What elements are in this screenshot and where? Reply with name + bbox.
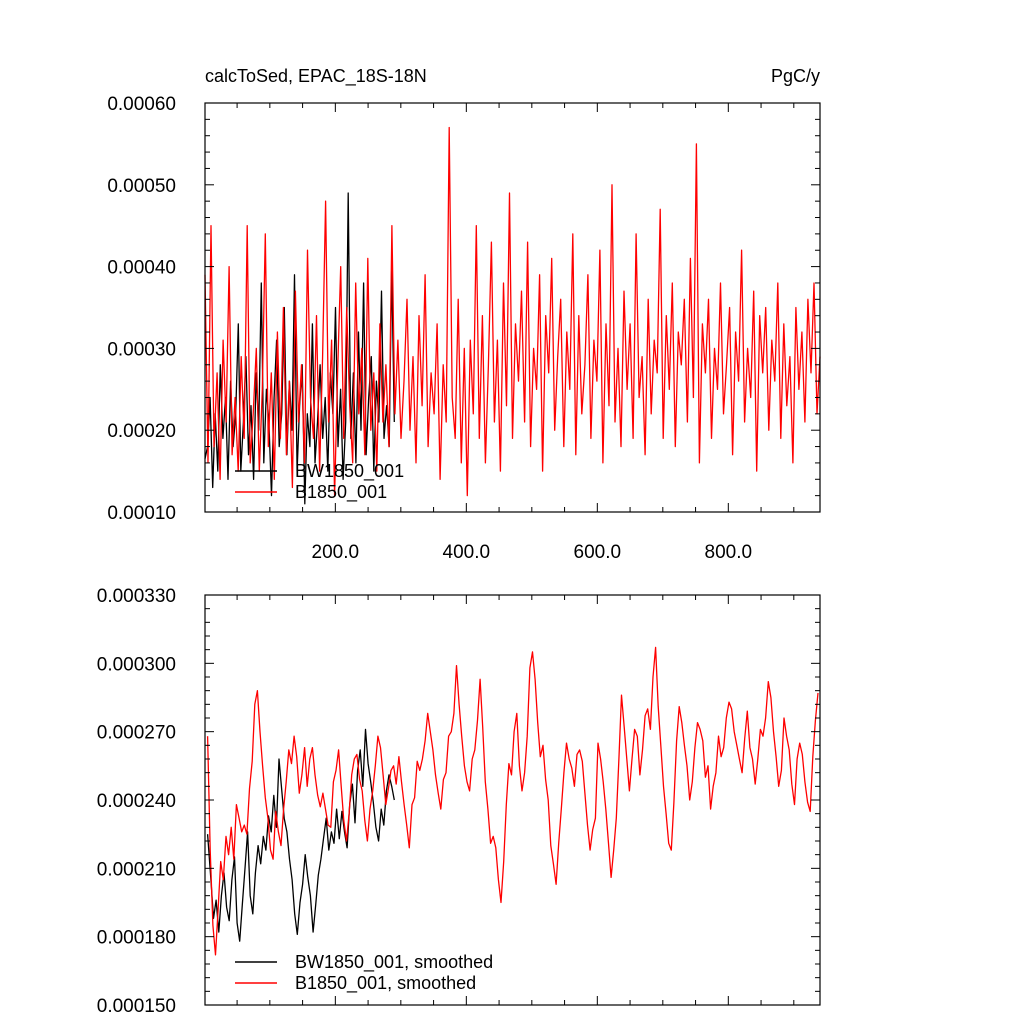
y-tick-label: 0.000240	[97, 791, 176, 812]
top-chart-title: calcToSed, EPAC_18S-18N	[205, 66, 427, 87]
y-tick-label: 0.00050	[107, 176, 176, 197]
y-tick-label: 0.000330	[97, 586, 176, 607]
x-tick-label: 200.0	[312, 542, 360, 563]
y-tick-label: 0.00040	[107, 258, 176, 279]
y-tick-label: 0.00030	[107, 339, 176, 360]
top-series-layer	[204, 126, 821, 505]
legend-label: B1850_001, smoothed	[295, 973, 476, 994]
top-chart-units: PgC/y	[771, 66, 820, 86]
y-tick-label: 0.000300	[97, 654, 176, 675]
y-tick-label: 0.000150	[97, 996, 176, 1017]
y-tick-label: 0.000270	[97, 723, 176, 744]
x-tick-label: 800.0	[705, 542, 753, 563]
bottom-series-layer	[206, 646, 819, 956]
plot-frame	[204, 102, 821, 513]
legend-label: BW1850_001	[295, 461, 404, 482]
bottom-panel: 0.000150 0.000180 0.000210 0.000240 0.000270…	[97, 586, 821, 1017]
legend-label: BW1850_001, smoothed	[295, 952, 493, 973]
top-axes: 0.00010 0.00020 0.00030 0.00040 0.00050 0.000…	[107, 94, 821, 563]
series-line-2	[204, 126, 821, 497]
bottom-axes: 0.000150 0.000180 0.000210 0.000240 0.000270…	[97, 586, 821, 1017]
series-line-2	[206, 646, 819, 956]
y-tick-label: 0.00060	[107, 94, 176, 115]
x-tick-label: 400.0	[443, 542, 491, 563]
x-tick-label: 600.0	[574, 542, 622, 563]
y-tick-label: 0.00020	[107, 421, 176, 442]
top-panel: calcToSed, EPAC_18S-18N PgC/y 0.000100.0…	[107, 66, 821, 563]
legend-label: B1850_001	[295, 482, 387, 503]
y-tick-label: 0.000210	[97, 859, 176, 880]
plot-frame	[204, 594, 821, 1006]
y-tick-label: 0.00010	[107, 503, 176, 524]
series-line-1	[206, 728, 395, 942]
y-tick-label: 0.000180	[97, 928, 176, 949]
